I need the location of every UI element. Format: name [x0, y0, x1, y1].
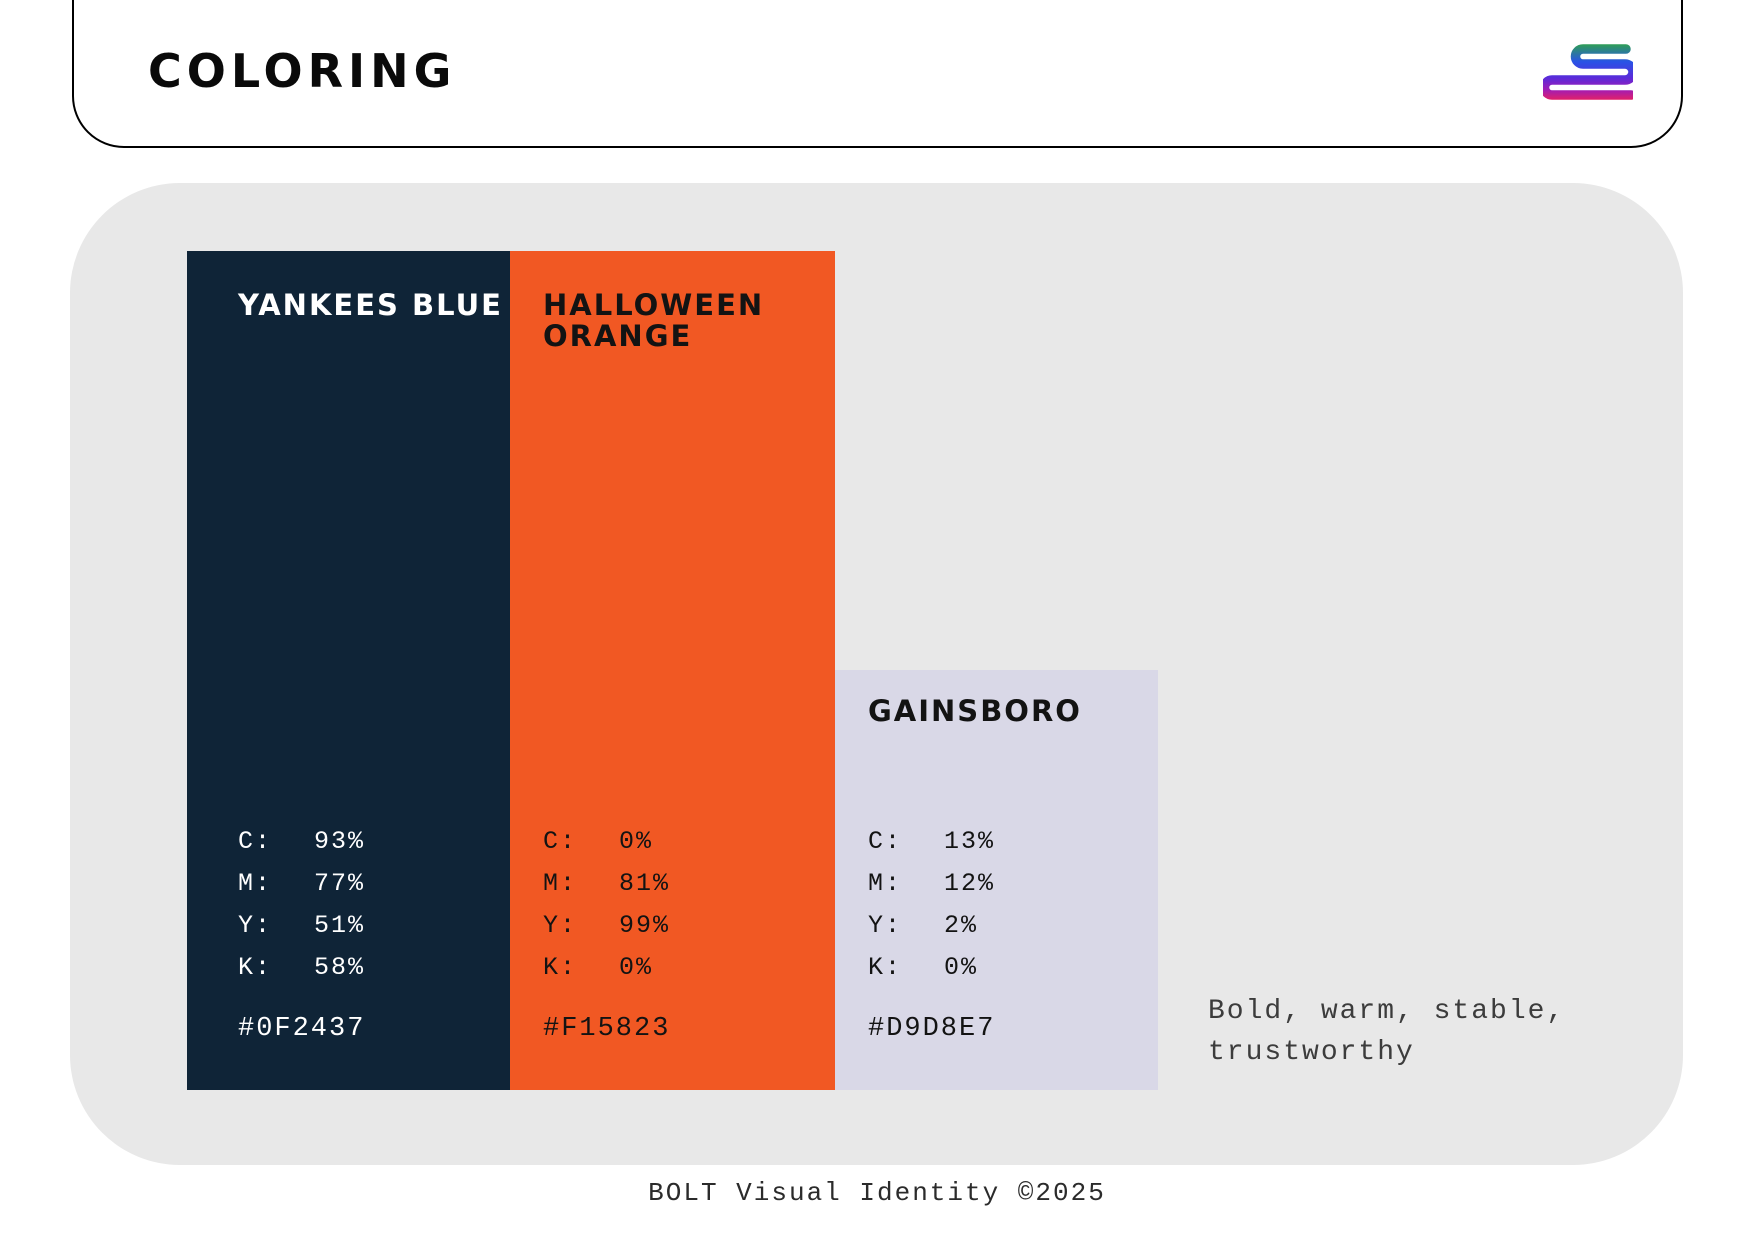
brand-s-logo-icon	[1543, 44, 1633, 100]
cmyk-value: 0%	[619, 953, 654, 982]
cmyk-row: K: 0%	[543, 947, 670, 989]
swatch-name: HALLOWEEN ORANGE	[543, 288, 765, 353]
cmyk-value: 0%	[944, 953, 979, 982]
swatch-name: YANKEES BLUE	[238, 288, 503, 322]
page-title: COLORING	[148, 44, 457, 98]
cmyk-row: K: 0%	[868, 947, 995, 989]
cmyk-label: K:	[868, 953, 903, 982]
cmyk-value: 99%	[619, 911, 671, 940]
cmyk-value: 81%	[619, 869, 671, 898]
cmyk-values: C: 0% M: 81% Y: 99% K: 0%	[543, 821, 670, 989]
swatch-name: GAINSBORO	[868, 694, 1082, 728]
hex-value: #0F2437	[238, 1014, 366, 1044]
cmyk-values: C: 13% M: 12% Y: 2% K: 0%	[868, 821, 995, 989]
cmyk-row: M: 81%	[543, 863, 670, 905]
cmyk-row: C: 13%	[868, 821, 995, 863]
cmyk-value: 77%	[314, 869, 366, 898]
hex-value: #D9D8E7	[868, 1014, 996, 1044]
cmyk-values: C: 93% M: 77% Y: 51% K: 58%	[238, 821, 365, 989]
cmyk-label: K:	[543, 953, 578, 982]
swatch-halloween-orange: HALLOWEEN ORANGE C: 0% M: 81% Y: 99% K: 0% #…	[510, 251, 835, 1090]
cmyk-value: 12%	[944, 869, 996, 898]
cmyk-label: Y:	[868, 911, 903, 940]
swatch-yankees-blue: YANKEES BLUE C: 93% M: 77% Y: 51% K: 58% #0F…	[187, 251, 510, 1090]
cmyk-row: Y: 51%	[238, 905, 365, 947]
cmyk-row: M: 12%	[868, 863, 995, 905]
cmyk-value: 51%	[314, 911, 366, 940]
palette-description: Bold, warm, stable, trustworthy	[1208, 996, 1566, 1068]
footer-text: BOLT Visual Identity ©2025	[648, 1178, 1106, 1208]
cmyk-value: 13%	[944, 827, 996, 856]
cmyk-label: Y:	[543, 911, 578, 940]
cmyk-row: C: 93%	[238, 821, 365, 863]
cmyk-value: 58%	[314, 953, 366, 982]
cmyk-label: Y:	[238, 911, 273, 940]
cmyk-row: M: 77%	[238, 863, 365, 905]
cmyk-label: C:	[543, 827, 578, 856]
cmyk-label: C:	[238, 827, 273, 856]
header-panel: COLORING	[72, 0, 1683, 148]
cmyk-value: 2%	[944, 911, 979, 940]
cmyk-value: 93%	[314, 827, 366, 856]
cmyk-label: M:	[543, 869, 578, 898]
cmyk-label: C:	[868, 827, 903, 856]
cmyk-label: K:	[238, 953, 273, 982]
cmyk-row: Y: 99%	[543, 905, 670, 947]
palette-panel: YANKEES BLUE C: 93% M: 77% Y: 51% K: 58% #0F…	[70, 183, 1683, 1165]
cmyk-row: K: 58%	[238, 947, 365, 989]
cmyk-value: 0%	[619, 827, 654, 856]
swatch-gainsboro: GAINSBORO C: 13% M: 12% Y: 2% K: 0% #D9D8E7	[835, 670, 1158, 1090]
cmyk-row: Y: 2%	[868, 905, 995, 947]
cmyk-row: C: 0%	[543, 821, 670, 863]
cmyk-label: M:	[238, 869, 273, 898]
cmyk-label: M:	[868, 869, 903, 898]
hex-value: #F15823	[543, 1014, 671, 1044]
